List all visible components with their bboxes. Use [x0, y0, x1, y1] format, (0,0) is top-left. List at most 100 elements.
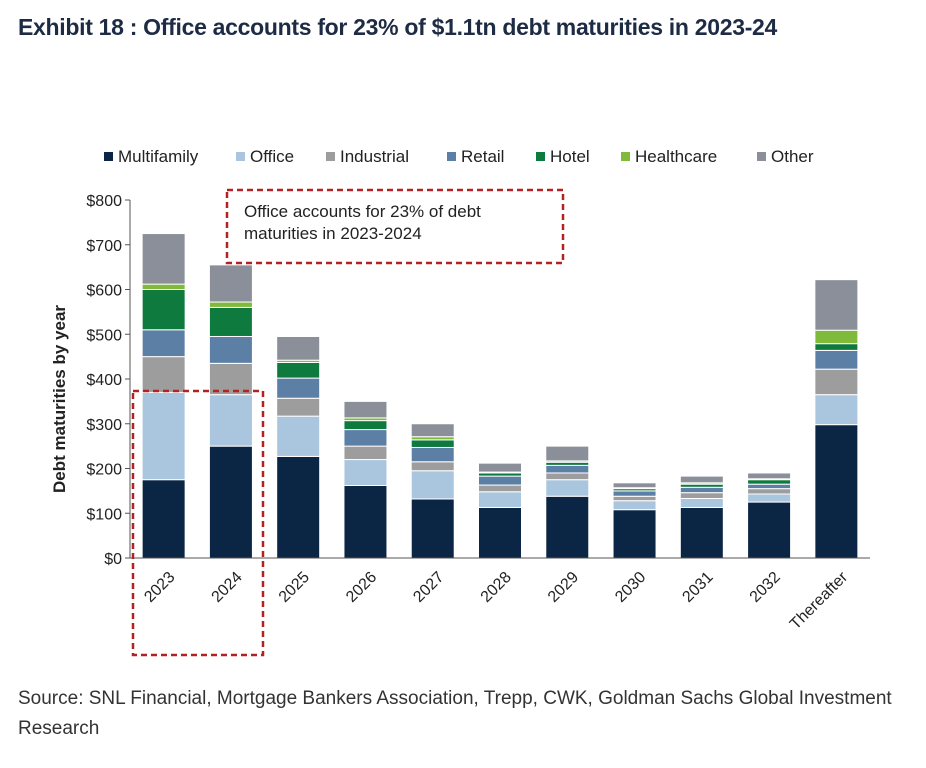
bar-segment-other [410, 423, 455, 438]
y-axis: $0 $100 $200 $300 $400 $500 $600 $700 $800 Debt m… [50, 193, 131, 568]
bar-segment-office [141, 391, 186, 481]
bar-segment-multifamily [208, 445, 253, 559]
bar-segment-hotel [814, 343, 859, 351]
bar-segment-retail [208, 335, 253, 364]
annotation: Office accounts for 23% of debt maturitie… [131, 188, 565, 657]
bars [141, 233, 859, 559]
legend-label: Healthcare [635, 147, 717, 166]
bar-segment-retail [814, 349, 859, 370]
x-tick-label: 2024 [209, 569, 246, 606]
bar-segment-other [208, 264, 253, 303]
y-tick-label: $0 [104, 551, 122, 568]
bar-segment-industrial [410, 461, 455, 472]
y-tick-label: $800 [86, 193, 122, 210]
x-tick-label: 2032 [747, 569, 784, 606]
legend-label: Office [250, 147, 294, 166]
bar-segment-multifamily [343, 485, 388, 559]
bar-segment-office [612, 500, 657, 511]
x-tick-label: 2030 [612, 569, 649, 606]
y-tick-label: $600 [86, 283, 122, 300]
x-tick-label: 2029 [545, 569, 582, 606]
bar-segment-industrial [612, 495, 657, 502]
y-tick-label: $100 [86, 506, 122, 523]
bar-segment-retail [747, 483, 792, 490]
highlight-2023-2024 [131, 389, 265, 657]
bar-segment-industrial [747, 488, 792, 495]
bar-segment-hotel [276, 361, 321, 379]
legend: Multifamily Office Industrial Retail Hotel He… [104, 147, 814, 166]
bar-segment-multifamily [478, 506, 522, 559]
bar-segment-industrial [343, 445, 388, 461]
bar-segment-healthcare [208, 301, 253, 308]
legend-label: Multifamily [118, 147, 199, 166]
bar-segment-other [545, 445, 590, 462]
x-tick-label: 2031 [679, 569, 716, 606]
legend-label: Other [771, 147, 814, 166]
x-tick-label: 2026 [343, 569, 380, 606]
bar-segment-retail [478, 475, 522, 486]
bar-segment-multifamily [276, 455, 321, 559]
x-tick-label: 2027 [410, 569, 447, 606]
bar-segment-office [679, 497, 724, 508]
bar-segment-office [545, 479, 590, 497]
bar-segment-retail [343, 429, 388, 447]
bar-segment-industrial [814, 368, 859, 396]
chart-title: Exhibit 18 : Office accounts for 23% of … [18, 14, 778, 40]
x-tick-label: 2028 [478, 569, 515, 606]
y-tick-label: $200 [86, 462, 122, 479]
bar-segment-hotel [410, 439, 455, 448]
bar-segment-multifamily [141, 479, 186, 559]
legend-swatch [536, 152, 545, 161]
annotation-text: maturities in 2023-2024 [244, 224, 422, 243]
legend-swatch [621, 152, 630, 161]
bar-segment-multifamily [545, 495, 590, 559]
bar-segment-multifamily [814, 424, 859, 559]
bar-segment-other [478, 462, 522, 473]
bar-segment-office [747, 493, 792, 503]
legend-swatch [757, 152, 766, 161]
legend-swatch [326, 152, 335, 161]
bar-segment-office [276, 415, 321, 457]
legend-swatch [447, 152, 456, 161]
bar-segment-hotel [141, 289, 186, 331]
legend-label: Retail [461, 147, 504, 166]
bar-segment-retail [679, 486, 724, 494]
bar-segment-industrial [208, 362, 253, 396]
bar-segment-other [612, 482, 657, 489]
bar-segment-other [814, 279, 859, 331]
bar-segment-multifamily [679, 506, 724, 559]
bar-segment-industrial [276, 397, 321, 417]
bar-segment-office [208, 394, 253, 447]
annotation-text: Office accounts for 23% of debt [244, 202, 481, 221]
bar-segment-office [814, 394, 859, 426]
x-axis: 2023 2024 2025 2026 2027 2028 2029 2030 2031 2032… [130, 557, 870, 633]
annotation-box [225, 188, 565, 265]
bar-segment-hotel [208, 306, 253, 337]
bar-segment-other [747, 472, 792, 480]
source-note: Source: SNL Financial, Mortgage Bankers … [18, 688, 892, 739]
bar-segment-office [478, 491, 522, 508]
bar-segment-other [679, 475, 724, 484]
x-tick-label: 2025 [276, 569, 313, 606]
bar-segment-retail [276, 377, 321, 399]
bar-segment-retail [545, 464, 590, 474]
bar-segment-other [276, 335, 321, 361]
bar-segment-retail [410, 446, 455, 463]
y-tick-label: $300 [86, 417, 122, 434]
legend-swatch [104, 152, 113, 161]
bar-segment-industrial [478, 484, 522, 493]
bar-segment-multifamily [612, 509, 657, 559]
bar-segment-healthcare [141, 283, 186, 291]
bar-segment-office [343, 459, 388, 487]
bar-segment-retail [612, 490, 657, 497]
bar-segment-multifamily [747, 501, 792, 559]
y-axis-label: Debt maturities by year [50, 305, 69, 493]
bar-segment-other [141, 233, 186, 285]
bar-segment-healthcare [814, 329, 859, 345]
bar-segment-industrial [141, 356, 186, 393]
bar-segment-hotel [747, 479, 792, 485]
bar-segment-industrial [679, 492, 724, 499]
bar-segment-other [343, 400, 388, 419]
legend-swatch [236, 152, 245, 161]
